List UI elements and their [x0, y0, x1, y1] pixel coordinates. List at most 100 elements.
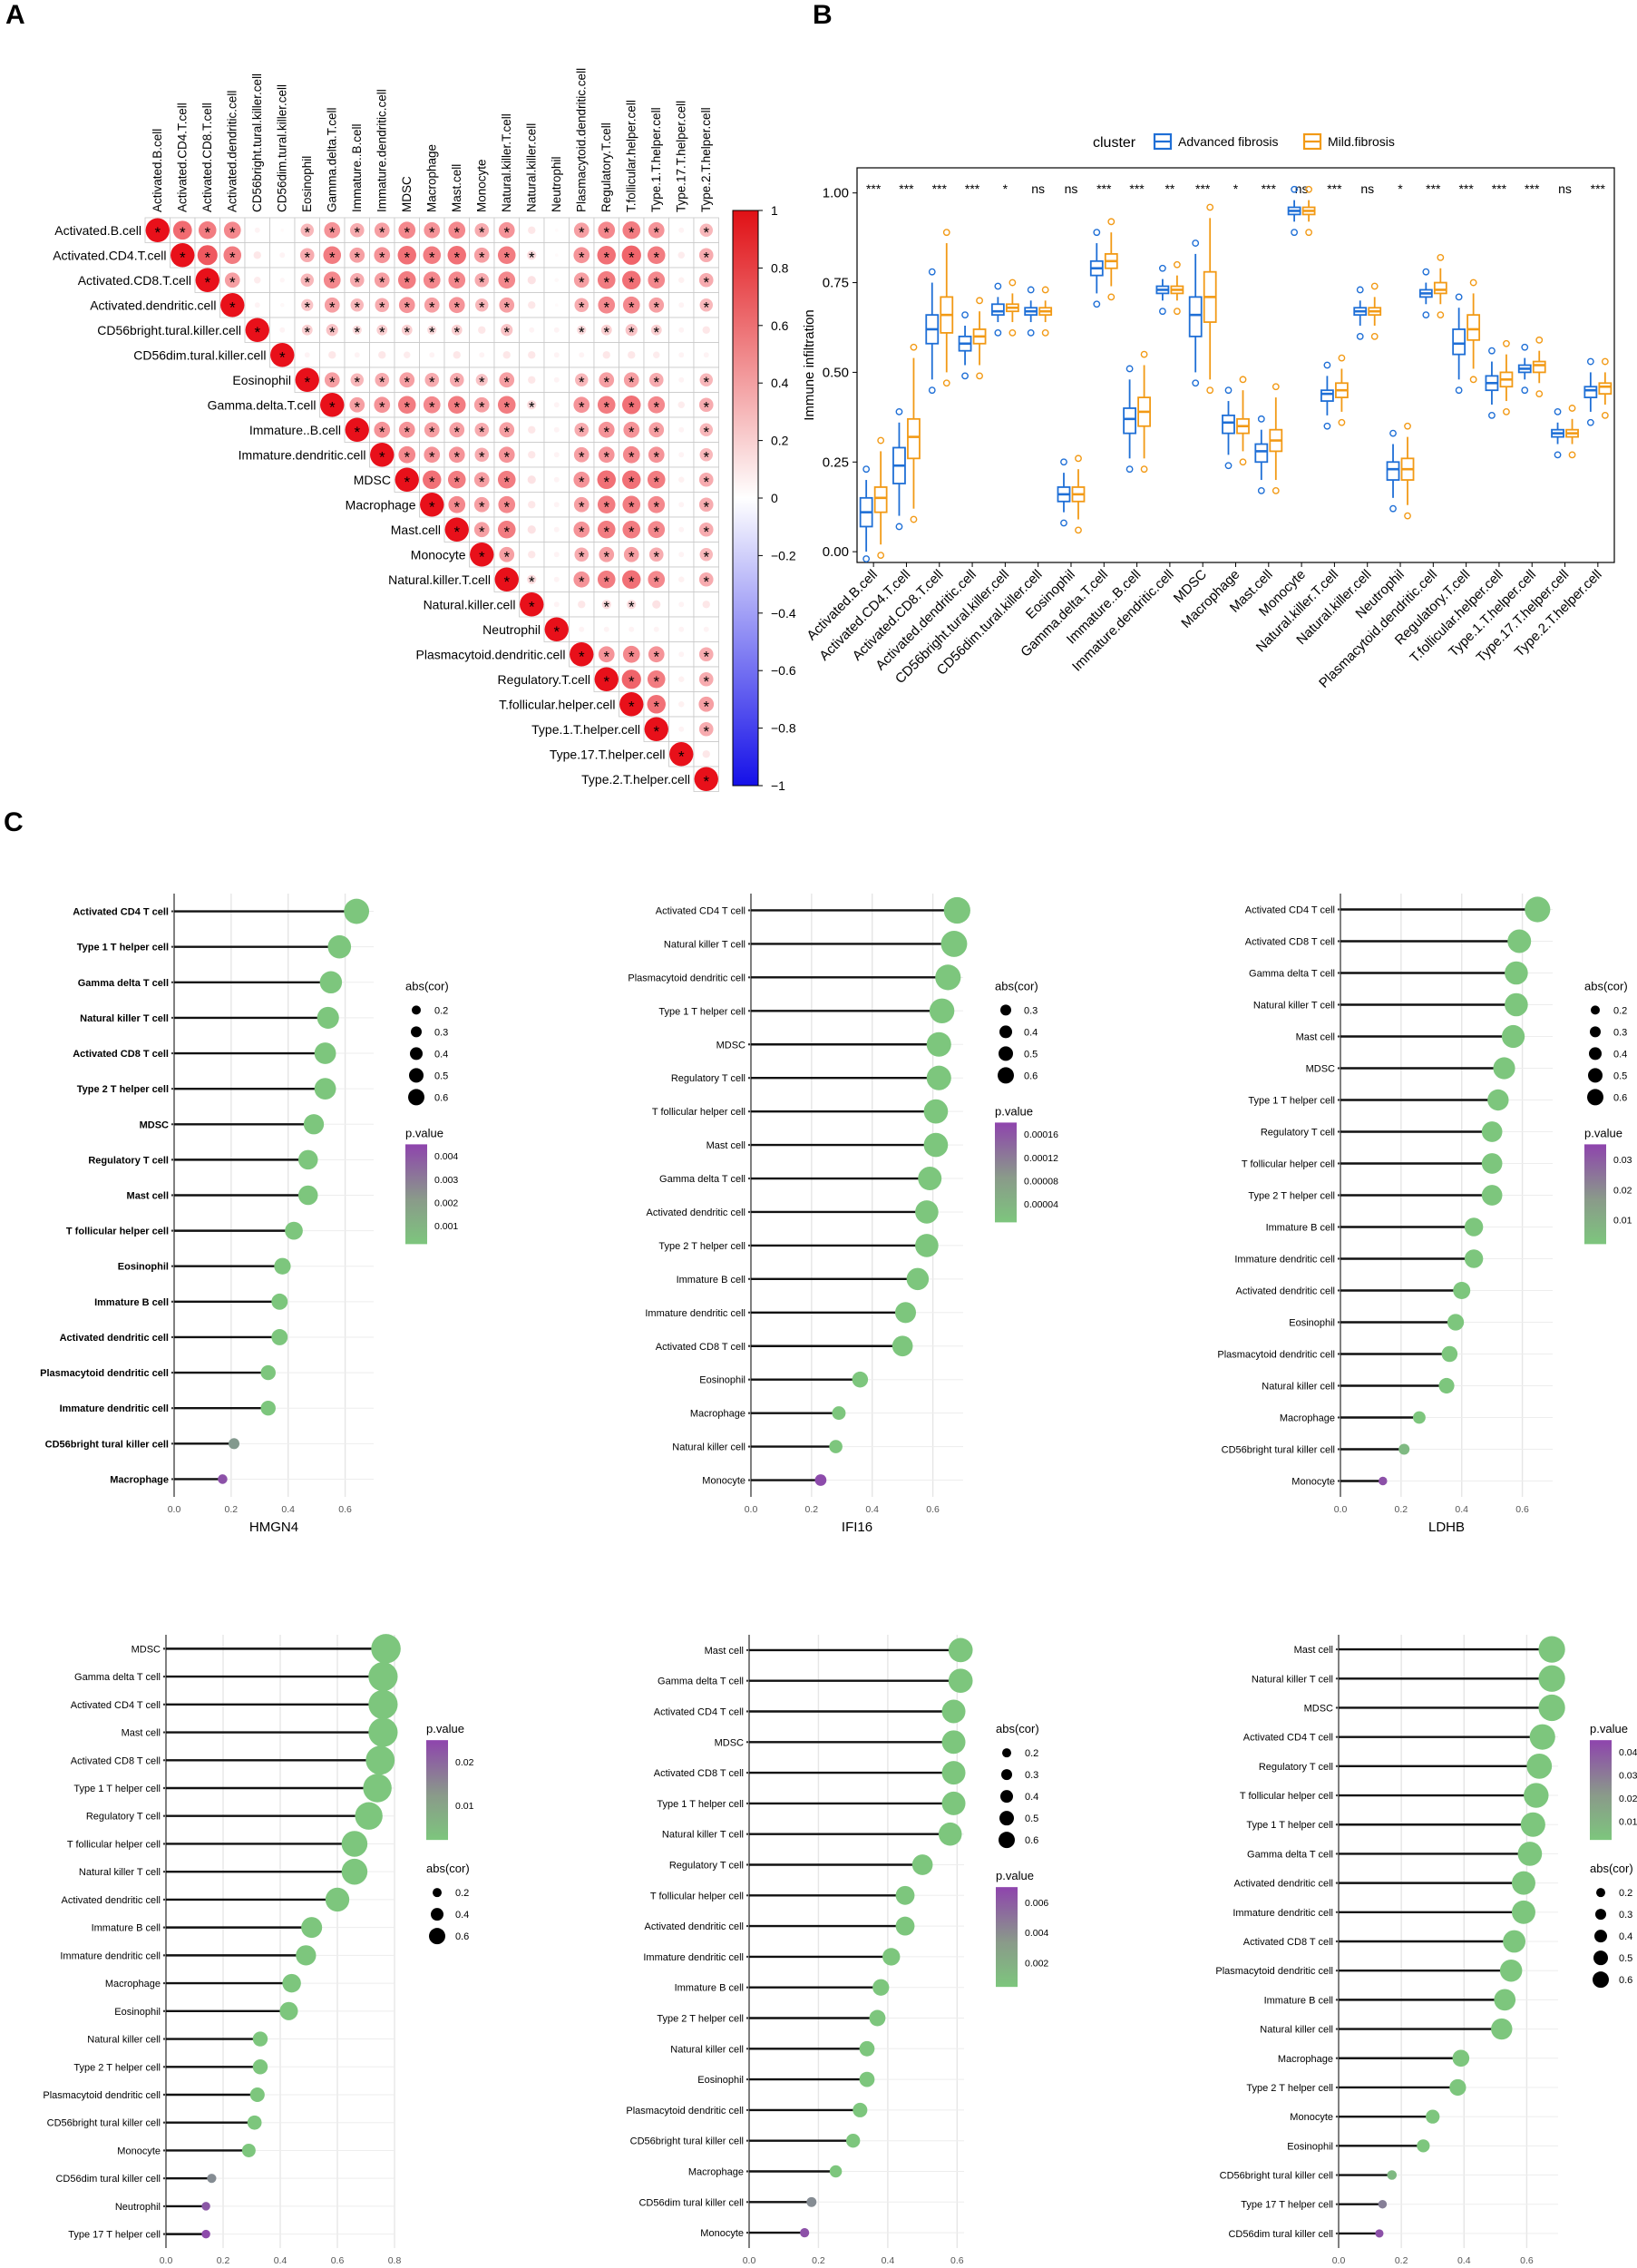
label-tick — [1335, 2203, 1339, 2205]
box-outlier — [1370, 332, 1379, 340]
pvalue-legend-label: 0.02 — [1619, 1794, 1637, 1804]
heatmap-circle — [453, 351, 461, 359]
lollipop-label: T follicular helper cell — [650, 1891, 744, 1901]
label-tick — [747, 1244, 751, 1247]
lollipop-label: Natural killer T cell — [1253, 1001, 1335, 1012]
lollipop-dot — [852, 1371, 869, 1388]
label-tick — [747, 1076, 751, 1080]
box-outlier — [910, 343, 918, 351]
lollipop-dot — [814, 1474, 827, 1486]
heatmap-star: * — [503, 274, 510, 291]
label-tick — [747, 1277, 751, 1281]
lollipop-dot — [1447, 1314, 1465, 1331]
size-legend-label: 0.6 — [1613, 1092, 1627, 1103]
label-tick — [747, 1010, 751, 1012]
lollipop-label: Plasmacytoid dendritic cell — [40, 1368, 169, 1379]
heatmap-star: * — [503, 523, 510, 541]
box-outlier — [895, 523, 903, 531]
color-scale-label: 0.4 — [771, 376, 789, 390]
heatmap-circle — [554, 228, 559, 232]
box-outlier — [1224, 386, 1233, 395]
label-tick — [745, 1833, 749, 1835]
heatmap-circle — [597, 570, 616, 589]
x-tick-label: 0.4 — [281, 1504, 295, 1515]
heatmap-circle — [653, 626, 659, 632]
lollipop-label: Natural killer cell — [1262, 1382, 1335, 1393]
heatmap-circle — [279, 278, 285, 283]
heatmap-circle — [573, 521, 590, 538]
label-tick — [747, 1177, 751, 1180]
lollipop-dot — [1487, 1089, 1509, 1111]
heatmap-circle — [398, 421, 415, 438]
heatmap-circle — [253, 251, 261, 259]
lollipop-label: CD56bright tural killer cell — [47, 2118, 161, 2129]
lollipop-label: Natural killer cell — [1260, 2025, 1333, 2036]
heatmap-circle — [323, 271, 341, 289]
size-legend-label: 0.4 — [1024, 1027, 1038, 1038]
significance-label: *** — [965, 181, 980, 196]
lollipop-dot — [1538, 1636, 1565, 1663]
lollipop-dot — [247, 2115, 262, 2130]
box-outlier — [928, 386, 936, 395]
box-body — [1386, 461, 1400, 481]
lollipop-dot — [948, 1668, 973, 1694]
lollipop-label: Eosinophil — [114, 2007, 161, 2018]
pvalue-legend-label: 0.001 — [434, 1221, 458, 1232]
pvalue-legend-label: 0.01 — [455, 1801, 474, 1812]
box-outlier — [1009, 329, 1017, 337]
heatmap-star: * — [703, 474, 709, 491]
heatmap-star: * — [628, 274, 635, 291]
lollipop-dot — [894, 1302, 917, 1324]
box-outlier — [1535, 390, 1544, 398]
lollipop-dot — [1464, 1217, 1484, 1237]
lollipop-label: Immature dendritic cell — [60, 1950, 161, 1961]
label-tick — [747, 1412, 751, 1414]
heatmap-circle — [699, 373, 713, 386]
label-tick — [747, 943, 751, 945]
heatmap-star: * — [503, 324, 510, 341]
label-tick — [747, 1143, 751, 1147]
lollipop-label: MDSC — [716, 1040, 745, 1051]
size-legend-dot — [433, 1888, 442, 1898]
heatmap-circle — [703, 626, 709, 632]
significance-label: ** — [1164, 181, 1174, 196]
label-tick — [1335, 2086, 1339, 2089]
lollipop-dot — [368, 1689, 398, 1719]
lollipop-dot — [1493, 1057, 1515, 1080]
lollipop-dot — [317, 1006, 339, 1029]
x-axis-title: LDHB — [1428, 1520, 1465, 1535]
box-outlier — [1503, 408, 1510, 415]
significance-label: *** — [899, 181, 914, 196]
box-outlier — [1422, 268, 1430, 276]
label-tick — [171, 1407, 174, 1410]
heatmap-circle — [171, 243, 195, 268]
heatmap-circle — [652, 600, 661, 609]
lollipop-label: CD56dim tural killer cell — [1228, 2229, 1333, 2240]
heatmap-circle — [648, 297, 665, 313]
lollipop-label: Plasmacytoid dendritic cell — [628, 973, 745, 983]
lollipop-dot — [1379, 1476, 1388, 1486]
heatmap-circle — [702, 326, 710, 334]
size-legend-label: 0.6 — [434, 1092, 448, 1103]
heatmap-row-label: Monocyte — [411, 547, 466, 562]
lollipop-label: Plasmacytoid dendritic cell — [1215, 1966, 1333, 1977]
heatmap-circle — [352, 325, 362, 335]
lollipop-dot — [926, 1065, 951, 1090]
box-outlier — [1125, 365, 1134, 373]
lollipop-dot — [1538, 1694, 1565, 1722]
box-outlier — [1041, 286, 1049, 294]
heatmap-circle — [198, 220, 217, 240]
heatmap-circle — [304, 352, 310, 358]
heatmap-circle — [678, 277, 685, 283]
lollipop-label: Activated dendritic cell — [1236, 1286, 1335, 1297]
heatmap-circle — [699, 298, 713, 312]
label-tick — [747, 1311, 751, 1315]
heatmap-circle — [527, 475, 536, 484]
label-tick — [171, 1442, 174, 1445]
heatmap-col-label: Eosinophil — [300, 156, 314, 212]
box-outlier — [1338, 354, 1346, 362]
box-outlier — [1158, 264, 1166, 272]
lollipop-dot — [1511, 1900, 1535, 1924]
heatmap-circle — [220, 293, 245, 318]
label-tick — [1337, 1257, 1340, 1260]
